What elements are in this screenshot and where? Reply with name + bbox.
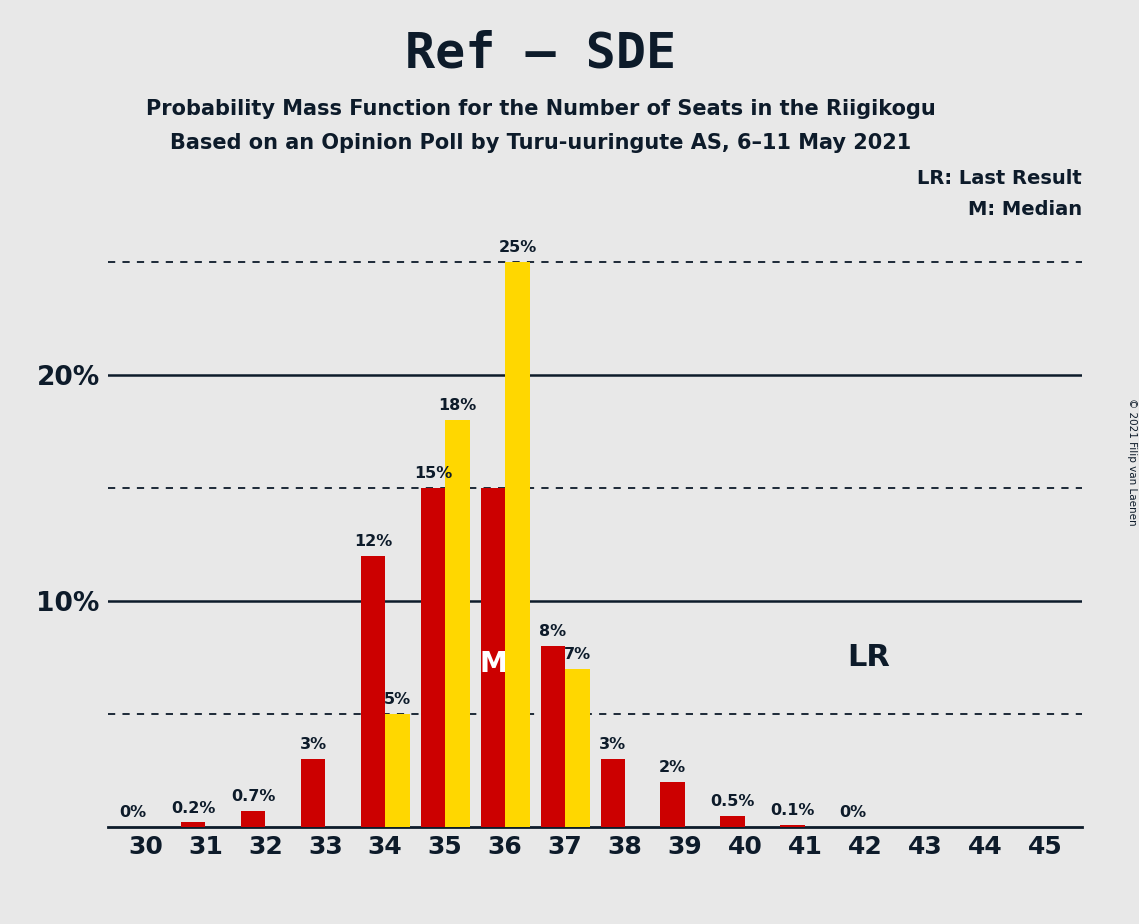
Text: M: Median: M: Median: [968, 201, 1082, 219]
Text: 0%: 0%: [120, 805, 147, 821]
Bar: [721, 816, 745, 827]
Text: Based on an Opinion Poll by Turu-uuringute AS, 6–11 May 2021: Based on an Opinion Poll by Turu-uuringu…: [171, 133, 911, 153]
Text: Probability Mass Function for the Number of Seats in the Riigikogu: Probability Mass Function for the Number…: [146, 99, 936, 119]
Bar: [600, 760, 625, 827]
Bar: [361, 555, 385, 827]
Bar: [481, 488, 506, 827]
Bar: [780, 825, 805, 827]
Text: 0%: 0%: [839, 805, 867, 821]
Bar: [565, 669, 590, 827]
Bar: [661, 782, 685, 827]
Text: 5%: 5%: [384, 692, 411, 707]
Bar: [506, 261, 530, 827]
Text: 0.1%: 0.1%: [770, 803, 814, 818]
Text: LR: Last Result: LR: Last Result: [917, 169, 1082, 188]
Text: Ref – SDE: Ref – SDE: [405, 30, 677, 78]
Text: 15%: 15%: [413, 466, 452, 481]
Text: 0.5%: 0.5%: [711, 794, 755, 808]
Text: 8%: 8%: [539, 625, 566, 639]
Text: 0.2%: 0.2%: [171, 801, 215, 816]
Bar: [240, 811, 265, 827]
Bar: [541, 646, 565, 827]
Text: 3%: 3%: [300, 737, 327, 752]
Text: 18%: 18%: [439, 398, 476, 413]
Text: 3%: 3%: [599, 737, 626, 752]
Bar: [420, 488, 445, 827]
Text: 0.7%: 0.7%: [231, 789, 276, 805]
Text: 25%: 25%: [499, 240, 536, 255]
Bar: [181, 822, 205, 827]
Text: © 2021 Filip van Laenen: © 2021 Filip van Laenen: [1126, 398, 1137, 526]
Text: M: M: [480, 650, 507, 678]
Text: 2%: 2%: [659, 760, 687, 775]
Text: LR: LR: [847, 643, 890, 672]
Text: 7%: 7%: [564, 647, 591, 662]
Text: 12%: 12%: [354, 534, 392, 549]
Bar: [385, 714, 410, 827]
Bar: [445, 420, 469, 827]
Bar: [301, 760, 326, 827]
